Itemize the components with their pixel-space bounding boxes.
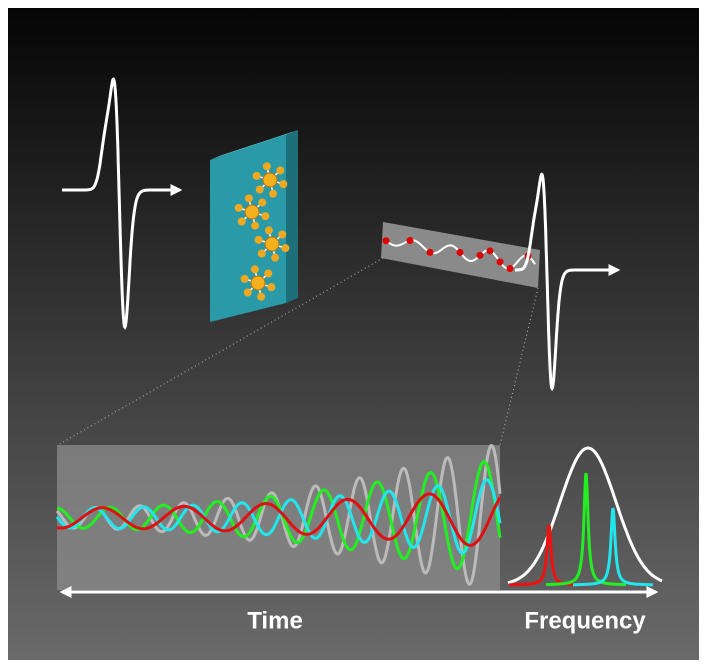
dot [426, 248, 434, 256]
peak [546, 472, 626, 587]
peak [573, 507, 653, 587]
atom [244, 194, 253, 203]
atom [243, 288, 252, 297]
slab-top [210, 130, 298, 160]
atom-center [262, 172, 278, 188]
atom [255, 185, 264, 194]
dot [496, 258, 504, 266]
slab-side [286, 130, 298, 303]
atom [279, 180, 288, 189]
atom [252, 171, 261, 180]
atom-center [250, 275, 266, 291]
atom [267, 283, 276, 292]
atom [234, 203, 243, 212]
wave [56, 460, 502, 571]
atom [264, 226, 273, 235]
atom [240, 274, 249, 283]
wave [56, 492, 502, 547]
atom [276, 166, 285, 175]
dot [406, 237, 414, 245]
waves [55, 443, 502, 586]
dot [506, 264, 514, 272]
envelope [507, 446, 663, 585]
atom [257, 292, 266, 301]
atom [251, 221, 260, 230]
atom [278, 230, 287, 239]
atom [261, 212, 270, 221]
atom [269, 189, 278, 198]
atom-center [264, 236, 280, 252]
wave [55, 478, 502, 555]
atom-center [244, 204, 260, 220]
time-label: Time [247, 607, 303, 634]
atom [254, 235, 263, 244]
atom [264, 269, 273, 278]
output-pulse [515, 172, 621, 392]
molecules [234, 162, 290, 301]
dot [382, 237, 390, 245]
atom [257, 249, 266, 258]
zoom-line [499, 287, 539, 446]
atom [237, 217, 246, 226]
atom [258, 198, 267, 207]
atom [271, 253, 280, 262]
dot [456, 248, 464, 256]
atom [281, 244, 290, 253]
spectrum [507, 446, 663, 587]
atom [262, 162, 271, 171]
zoom-line [57, 257, 384, 446]
dot [486, 247, 494, 255]
input-pulse [62, 77, 183, 330]
frequency-label: Frequency [524, 607, 646, 634]
dot [476, 251, 484, 259]
atom [250, 265, 259, 274]
